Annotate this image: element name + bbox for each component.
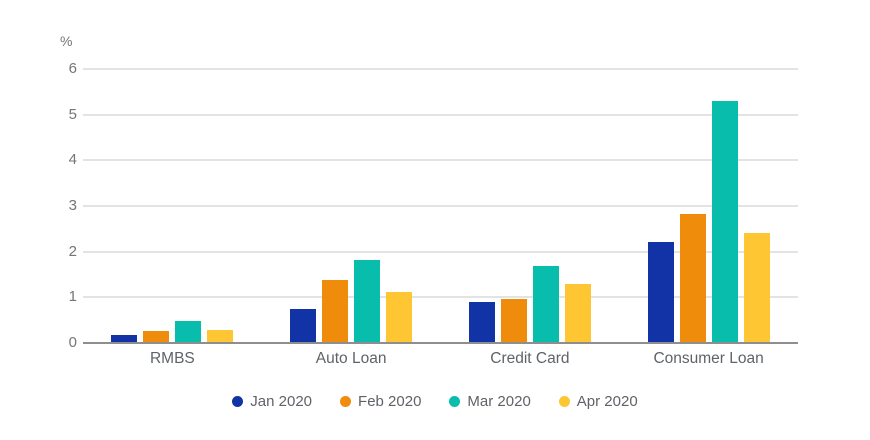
- x-label-auto-loan: Auto Loan: [315, 350, 387, 367]
- y-tick-label-0: 0: [68, 334, 77, 351]
- y-tick-label-6: 6: [68, 60, 77, 77]
- bar-apr-2020-rmbs: [207, 329, 234, 343]
- bar-apr-2020-consumer-loan: [743, 233, 770, 343]
- legend-label-mar-2020: Mar 2020: [467, 393, 531, 410]
- y-tick-label-1: 1: [68, 288, 77, 306]
- gridline-5: [83, 113, 798, 116]
- x-label-credit-card: Credit Card: [490, 350, 570, 367]
- gridline-6: [83, 68, 798, 70]
- legend-label-jan-2020: Jan 2020: [250, 393, 313, 410]
- bar-apr-2020-auto-loan: [386, 291, 413, 343]
- legend: Jan 2020 Feb 2020 Mar 2020 Apr 2020: [0, 393, 870, 410]
- legend-item-apr-2020[interactable]: Apr 2020: [558, 393, 638, 410]
- y-tick-label-4: 4: [68, 151, 77, 169]
- bar-mar-2020-consumer-loan: [711, 100, 738, 343]
- x-axis-line: [83, 342, 798, 344]
- legend-item-mar-2020[interactable]: Mar 2020: [449, 393, 531, 410]
- bar-jan-2020-consumer-loan: [647, 242, 674, 343]
- bar-jan-2020-auto-loan: [290, 308, 317, 343]
- y-tick-label-5: 5: [68, 105, 77, 123]
- bar-feb-2020-auto-loan: [322, 279, 349, 343]
- legend-dot-mar-2020: [449, 396, 461, 407]
- bar-mar-2020-auto-loan: [354, 260, 381, 343]
- bar-mar-2020-credit-card: [532, 266, 559, 343]
- legend-label-feb-2020: Feb 2020: [358, 393, 422, 410]
- bar-feb-2020-consumer-loan: [679, 214, 706, 343]
- x-label-rmbs: RMBS: [149, 350, 195, 367]
- gridline-3: [83, 205, 798, 207]
- y-tick-label-3: 3: [68, 197, 77, 214]
- bar-mar-2020-rmbs: [175, 320, 202, 343]
- legend-dot-feb-2020: [340, 396, 352, 407]
- legend-item-feb-2020[interactable]: Feb 2020: [340, 393, 421, 410]
- bar-feb-2020-credit-card: [500, 298, 527, 343]
- y-axis-unit-label: %: [60, 33, 73, 49]
- x-label-consumer-loan: Consumer Loan: [653, 350, 764, 367]
- bar-jan-2020-rmbs: [111, 334, 138, 343]
- gridline-4: [83, 159, 798, 162]
- legend-dot-apr-2020: [558, 396, 570, 407]
- bar-apr-2020-credit-card: [564, 283, 591, 343]
- bar-feb-2020-rmbs: [143, 330, 170, 343]
- legend-item-jan-2020[interactable]: Jan 2020: [232, 393, 312, 410]
- legend-label-apr-2020: Apr 2020: [576, 393, 638, 410]
- bar-jan-2020-credit-card: [468, 301, 495, 343]
- gridline-2: [83, 250, 798, 253]
- gridline-1: [83, 296, 798, 299]
- legend-dot-jan-2020: [232, 396, 244, 407]
- y-tick-label-2: 2: [68, 242, 77, 260]
